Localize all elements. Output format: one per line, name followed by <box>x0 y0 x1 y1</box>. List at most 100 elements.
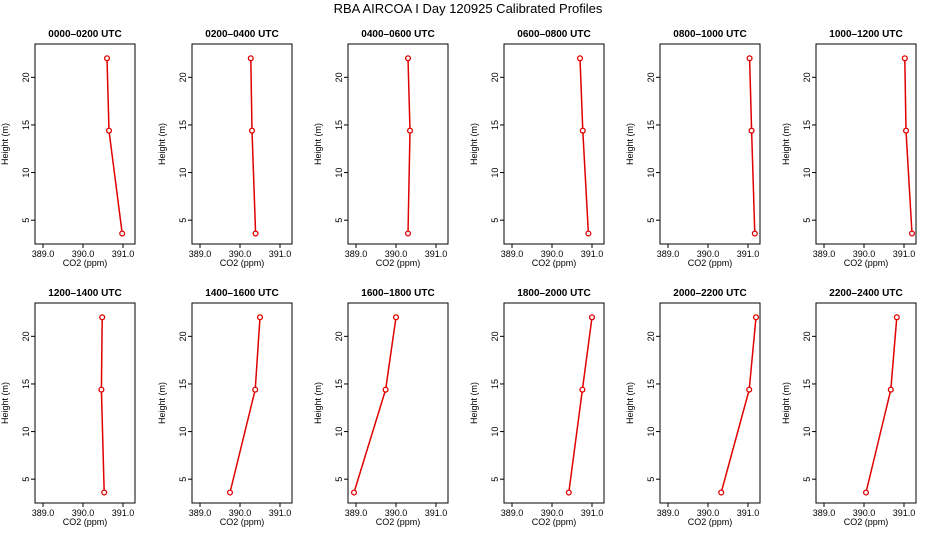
x-tick-label: 391.0 <box>425 508 448 518</box>
x-axis-label: CO2 (ppm) <box>63 258 108 268</box>
data-point <box>748 127 755 134</box>
x-axis-label: CO2 (ppm) <box>688 517 733 527</box>
y-tick-label: 15 <box>802 379 812 389</box>
y-axis-label: Height (m) <box>313 382 323 424</box>
series-line <box>720 317 757 493</box>
x-tick-label: 390.0 <box>853 508 876 518</box>
y-tick-label: 10 <box>802 427 812 437</box>
data-point <box>406 127 414 134</box>
y-tick-label: 5 <box>178 477 188 482</box>
data-point <box>98 386 105 393</box>
x-tick-label: 389.0 <box>32 249 55 259</box>
x-tick-label: 391.0 <box>269 249 292 259</box>
panel-title: 2200–2400 UTC <box>829 288 902 299</box>
y-tick-label: 5 <box>334 218 344 223</box>
data-point <box>579 386 586 393</box>
data-point <box>404 55 412 62</box>
y-tick-label: 10 <box>178 427 188 437</box>
data-point <box>576 55 584 62</box>
plot-frame <box>347 43 449 245</box>
y-tick-label: 20 <box>178 72 188 82</box>
x-tick-label: 390.0 <box>72 508 95 518</box>
data-point <box>565 489 572 496</box>
panel-title: 0800–1000 UTC <box>673 29 746 40</box>
y-tick-label: 10 <box>334 168 344 178</box>
data-point <box>404 230 412 237</box>
x-tick-label: 391.0 <box>112 508 135 518</box>
y-tick-label: 10 <box>646 168 656 178</box>
plot-frame <box>34 302 136 504</box>
x-tick-label: 390.0 <box>697 249 720 259</box>
plot-frame <box>815 43 917 245</box>
data-point <box>718 489 725 496</box>
x-tick-label: 389.0 <box>813 508 836 518</box>
plot-frame <box>503 302 605 504</box>
y-axis-label: Height (m) <box>313 123 323 165</box>
y-tick-label: 15 <box>21 120 31 130</box>
y-tick-label: 10 <box>178 168 188 178</box>
x-tick-label: 390.0 <box>72 249 95 259</box>
x-tick-label: 389.0 <box>501 249 524 259</box>
y-tick-label: 15 <box>334 379 344 389</box>
data-point <box>751 230 758 237</box>
y-tick-label: 15 <box>646 379 656 389</box>
x-tick-label: 389.0 <box>657 508 680 518</box>
data-point <box>588 314 596 321</box>
y-tick-label: 5 <box>21 477 31 482</box>
x-tick-label: 390.0 <box>853 249 876 259</box>
y-tick-label: 20 <box>21 331 31 341</box>
y-axis-label: Height (m) <box>625 123 635 165</box>
y-tick-label: 5 <box>334 477 344 482</box>
x-tick-label: 391.0 <box>112 249 135 259</box>
x-tick-label: 391.0 <box>893 508 916 518</box>
x-tick-label: 389.0 <box>189 508 212 518</box>
panel-title: 1800–2000 UTC <box>517 288 590 299</box>
y-tick-label: 20 <box>802 72 812 82</box>
y-axis-label: Height (m) <box>625 382 635 424</box>
plot-frame <box>815 302 917 504</box>
data-point <box>105 127 113 134</box>
data-point <box>746 55 753 62</box>
y-axis-label: Height (m) <box>0 123 10 165</box>
x-tick-label: 389.0 <box>32 508 55 518</box>
x-axis-label: CO2 (ppm) <box>844 517 889 527</box>
y-tick-label: 15 <box>334 120 344 130</box>
panel-title: 1600–1800 UTC <box>361 288 434 299</box>
x-tick-label: 391.0 <box>581 508 604 518</box>
panel-title: 0400–0600 UTC <box>361 29 434 40</box>
plot-frame <box>34 43 136 245</box>
series-line <box>407 58 411 234</box>
plot-frame <box>347 302 449 504</box>
y-tick-label: 10 <box>490 168 500 178</box>
x-tick-label: 389.0 <box>501 508 524 518</box>
data-point <box>908 230 916 237</box>
y-tick-label: 10 <box>21 168 31 178</box>
x-tick-label: 390.0 <box>541 249 564 259</box>
y-axis-label: Height (m) <box>157 382 167 424</box>
y-tick-label: 20 <box>334 331 344 341</box>
panel-title: 0600–0800 UTC <box>517 29 590 40</box>
x-tick-label: 389.0 <box>813 249 836 259</box>
x-axis-label: CO2 (ppm) <box>532 517 577 527</box>
series-line <box>748 58 756 234</box>
y-tick-label: 10 <box>334 427 344 437</box>
series-line <box>568 317 593 493</box>
series-line <box>229 317 261 493</box>
data-point <box>101 489 108 496</box>
data-point <box>99 314 106 321</box>
x-axis-label: CO2 (ppm) <box>376 258 421 268</box>
data-point <box>887 386 894 393</box>
y-tick-label: 15 <box>178 120 188 130</box>
x-tick-label: 391.0 <box>425 249 448 259</box>
x-tick-label: 391.0 <box>269 508 292 518</box>
data-point <box>350 489 358 496</box>
panel-title: 1400–1600 UTC <box>205 288 278 299</box>
y-tick-label: 5 <box>802 218 812 223</box>
data-point <box>247 55 254 62</box>
data-point <box>901 55 908 62</box>
data-point <box>392 314 400 321</box>
x-tick-label: 390.0 <box>229 249 252 259</box>
x-tick-label: 390.0 <box>541 508 564 518</box>
